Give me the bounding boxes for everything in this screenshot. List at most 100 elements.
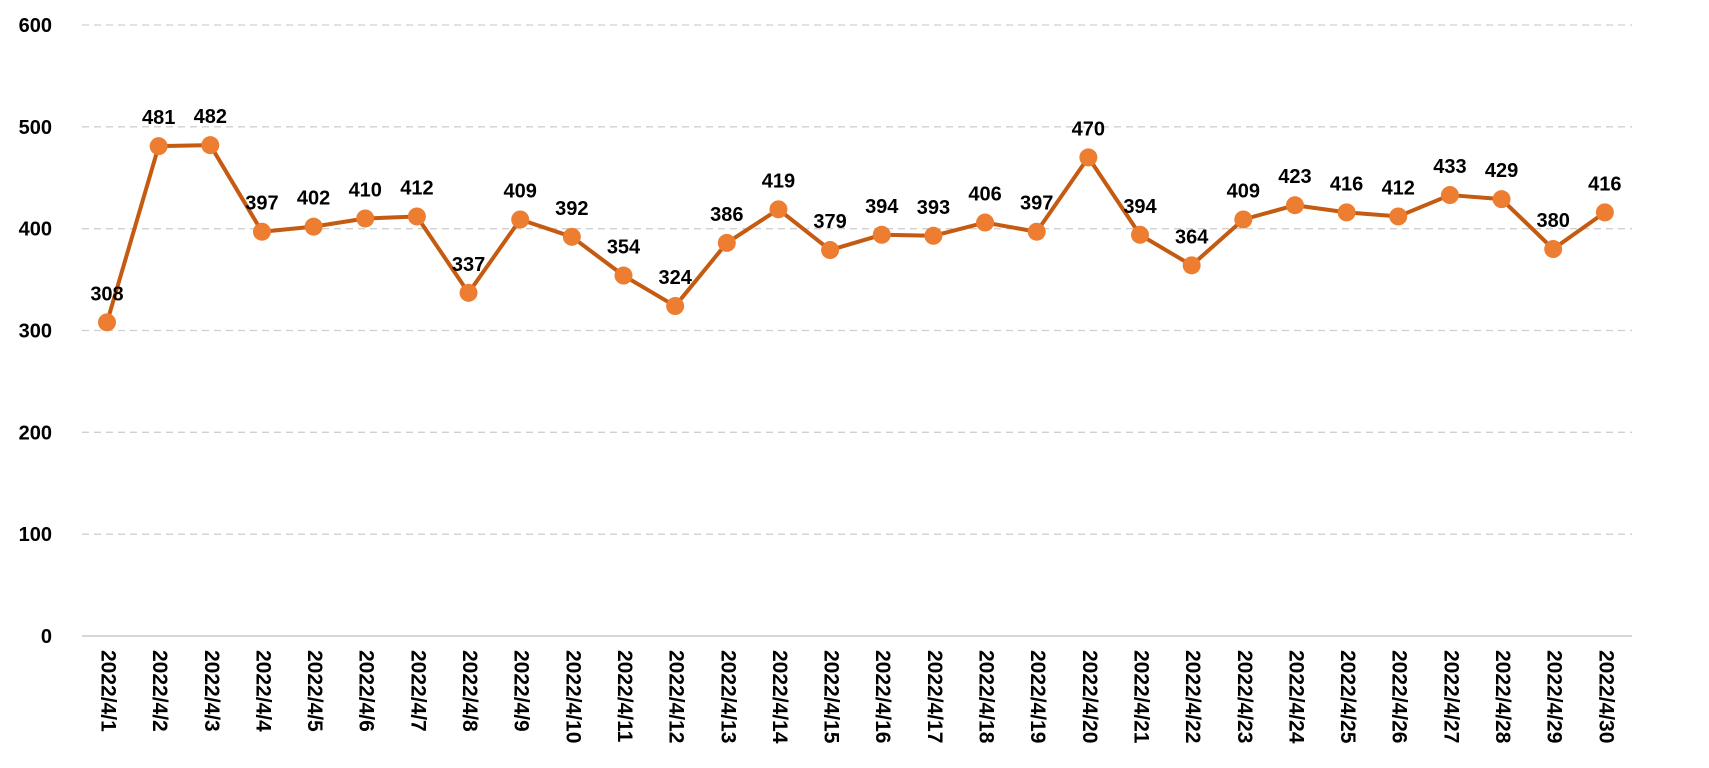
data-point — [872, 225, 891, 244]
data-point — [1389, 207, 1408, 226]
data-point — [356, 209, 375, 228]
data-point — [924, 226, 943, 245]
data-label: 386 — [710, 204, 743, 226]
data-point — [614, 266, 633, 285]
data-point — [1131, 225, 1149, 244]
data-point — [252, 222, 271, 241]
data-label: 416 — [1588, 173, 1621, 195]
data-point — [1234, 210, 1253, 229]
x-tick-label: 2022/4/30 — [1594, 650, 1617, 743]
data-label: 379 — [813, 211, 846, 233]
data-points — [98, 136, 1614, 332]
data-point — [407, 207, 426, 226]
gridlines — [82, 24, 1632, 535]
data-label: 397 — [1020, 193, 1053, 215]
data-label: 394 — [865, 196, 899, 218]
y-tick-label: 400 — [19, 219, 52, 241]
data-label: 412 — [1382, 177, 1415, 199]
x-tick-label: 2022/4/21 — [1129, 650, 1152, 744]
data-point — [976, 213, 995, 232]
data-point — [98, 313, 116, 332]
data-label: 416 — [1330, 173, 1363, 195]
y-tick-label: 600 — [19, 15, 52, 37]
x-tick-label: 2022/4/19 — [1026, 650, 1049, 743]
x-tick-label: 2022/4/4 — [251, 650, 274, 732]
data-point — [1182, 256, 1201, 275]
x-tick-label: 2022/4/12 — [665, 650, 688, 743]
data-label: 412 — [400, 177, 433, 199]
x-tick-label: 2022/4/25 — [1336, 650, 1359, 744]
data-label: 409 — [1227, 181, 1260, 203]
data-point — [511, 210, 530, 229]
data-point — [1285, 196, 1304, 215]
data-label: 324 — [658, 267, 692, 289]
data-label: 470 — [1072, 118, 1105, 140]
x-tick-label: 2022/4/24 — [1284, 650, 1307, 744]
x-tick-label: 2022/4/28 — [1491, 650, 1514, 744]
y-tick-label: 300 — [19, 321, 52, 343]
data-label: 429 — [1485, 160, 1518, 182]
x-tick-label: 2022/4/5 — [303, 650, 326, 732]
data-label: 423 — [1278, 166, 1311, 188]
data-label: 364 — [1175, 226, 1209, 248]
data-point — [1440, 186, 1459, 205]
y-tick-label: 100 — [19, 524, 52, 546]
x-tick-label: 2022/4/29 — [1543, 650, 1566, 743]
data-point — [1544, 240, 1563, 259]
data-label: 393 — [917, 197, 950, 219]
data-label: 481 — [142, 107, 175, 129]
x-tick-label: 2022/4/23 — [1233, 650, 1256, 743]
x-tick-label: 2022/4/6 — [355, 650, 378, 732]
x-tick-label: 2022/4/27 — [1439, 650, 1462, 743]
data-label: 433 — [1433, 156, 1466, 178]
data-point — [717, 233, 736, 252]
x-axis-ticks: 2022/4/1 2022/4/2 2022/4/3 2022/4/4 2022/4/5… — [96, 650, 1617, 744]
data-point — [562, 227, 581, 246]
x-tick-label: 2022/4/1 — [96, 650, 119, 732]
data-point — [666, 297, 685, 316]
x-tick-label: 2022/4/20 — [1078, 650, 1101, 743]
x-tick-label: 2022/4/8 — [458, 650, 481, 732]
x-tick-label: 2022/4/11 — [613, 650, 636, 743]
x-tick-label: 2022/4/9 — [510, 650, 533, 732]
y-tick-label: 0 — [41, 626, 52, 648]
series-line — [105, 143, 1607, 323]
x-tick-label: 2022/4/16 — [871, 650, 894, 743]
data-label: 337 — [452, 254, 485, 276]
data-label: 397 — [245, 193, 278, 215]
x-tick-label: 2022/4/14 — [768, 650, 791, 744]
data-point — [149, 137, 168, 156]
data-point — [201, 136, 220, 155]
x-tick-label: 2022/4/10 — [561, 650, 584, 743]
data-label: 392 — [555, 198, 588, 220]
data-label: 308 — [90, 283, 123, 305]
data-label: 482 — [194, 106, 227, 128]
data-point — [304, 217, 323, 236]
x-tick-label: 2022/4/13 — [716, 650, 739, 743]
data-point — [459, 283, 478, 302]
x-tick-label: 2022/4/22 — [1181, 650, 1204, 743]
data-label: 419 — [762, 170, 795, 192]
data-label: 410 — [349, 179, 382, 201]
x-tick-label: 2022/4/15 — [820, 650, 843, 744]
data-label: 409 — [504, 181, 537, 203]
y-axis-ticks: 0 100 200 300 400 500 600 — [19, 15, 52, 648]
data-label: 402 — [297, 188, 330, 210]
data-label: 380 — [1537, 210, 1570, 232]
data-point — [1079, 148, 1098, 167]
data-point — [1027, 222, 1046, 241]
x-tick-label: 2022/4/7 — [406, 650, 429, 732]
x-tick-label: 2022/4/2 — [148, 650, 171, 732]
data-label: 406 — [968, 184, 1001, 206]
data-labels: 308 481 482 397 402 410 412 337 409 392 354 324 386 4… — [90, 106, 1621, 305]
data-point — [1337, 203, 1356, 222]
data-point — [821, 241, 840, 260]
data-point — [769, 200, 788, 219]
data-label: 354 — [607, 237, 641, 259]
y-tick-label: 500 — [19, 117, 52, 139]
y-tick-label: 200 — [19, 422, 52, 444]
data-point — [1492, 190, 1511, 209]
data-point — [1595, 203, 1614, 222]
data-label: 394 — [1123, 196, 1157, 218]
